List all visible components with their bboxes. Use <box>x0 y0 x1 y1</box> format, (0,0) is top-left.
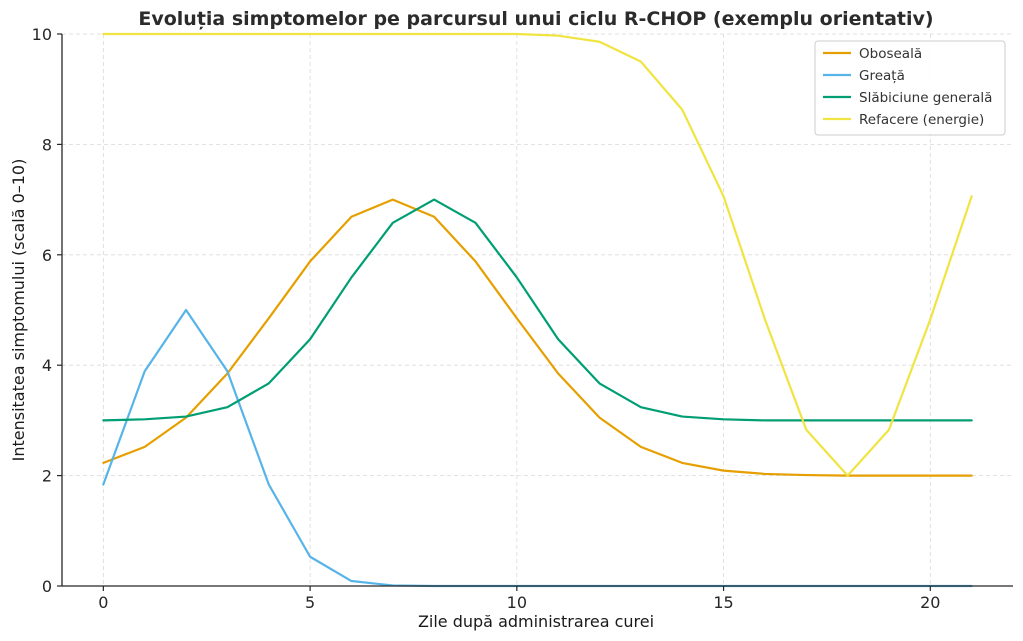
series-line-greata <box>102 308 973 588</box>
legend: Oboseală Greață Slăbiciune generală Refacer… <box>814 40 1006 136</box>
y-tick-label: 0 <box>42 577 52 596</box>
y-tick-label: 4 <box>42 356 52 375</box>
y-tick-label: 8 <box>42 135 52 154</box>
x-tick-label: 10 <box>507 593 527 612</box>
series-line-slabiciune-generala <box>102 198 973 422</box>
x-tick-label: 15 <box>713 593 733 612</box>
y-axis-title: Intensitatea simptomului (scală 0–10) <box>9 159 28 462</box>
y-axis-ticks: 0 2 4 6 8 10 <box>32 25 62 596</box>
legend-label: Greață <box>859 68 905 84</box>
series-line-refacere-energie <box>102 32 973 477</box>
y-tick-label: 10 <box>32 25 52 44</box>
legend-box <box>814 40 1006 136</box>
series-line-oboseala <box>102 198 973 477</box>
x-axis-ticks: 0 5 10 15 20 <box>98 586 940 612</box>
x-tick-label: 0 <box>98 593 108 612</box>
x-tick-label: 5 <box>305 593 315 612</box>
x-tick-label: 20 <box>920 593 940 612</box>
axes <box>61 34 1013 587</box>
y-tick-label: 6 <box>42 246 52 265</box>
x-axis-title: Zile după administrarea curei <box>418 612 654 631</box>
legend-label: Slăbiciune generală <box>859 90 992 106</box>
legend-label: Refacere (energie) <box>859 112 984 128</box>
chart-title: Evoluția simptomelor pe parcursul unui c… <box>138 8 933 30</box>
legend-label: Oboseală <box>859 46 922 62</box>
y-tick-label: 2 <box>42 467 52 486</box>
